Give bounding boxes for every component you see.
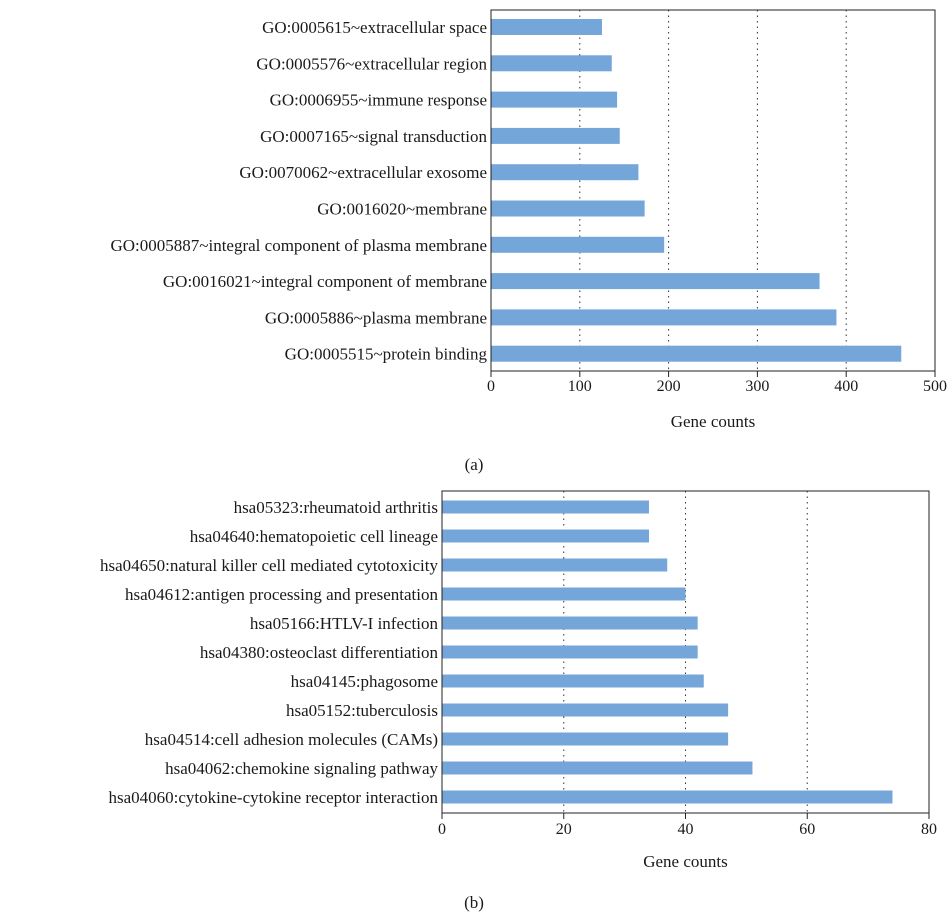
x-tick-label: 400 <box>834 378 858 395</box>
bar <box>491 19 602 35</box>
x-axis-title: Gene counts <box>643 852 728 871</box>
bar <box>491 200 645 217</box>
bar <box>491 164 639 181</box>
bar <box>442 616 698 630</box>
category-label: GO:0005887~integral component of plasma … <box>111 236 488 255</box>
bar <box>491 55 612 72</box>
category-label: hsa04145:phagosome <box>291 672 438 691</box>
chart-panel-a: GO:0005615~extracellular space GO:0005576… <box>111 9 947 474</box>
category-label: GO:0005576~extracellular region <box>256 54 487 73</box>
x-tick-label: 80 <box>921 821 937 838</box>
x-tick-label: 60 <box>799 821 815 838</box>
chart-panel-b: hsa05323:rheumatoid arthritis hsa04640:he… <box>100 490 937 912</box>
x-tick-label: 0 <box>438 821 446 838</box>
x-tick-label: 500 <box>923 378 947 395</box>
bar <box>491 309 837 326</box>
panel-label: (b) <box>464 893 484 912</box>
category-label: hsa05323:rheumatoid arthritis <box>234 498 438 517</box>
category-label: hsa04380:osteoclast differentiation <box>200 643 439 662</box>
plot-frame <box>490 9 936 372</box>
category-label: hsa05152:tuberculosis <box>286 701 438 720</box>
x-axis-title: Gene counts <box>671 412 756 431</box>
category-label: GO:0005886~plasma membrane <box>265 308 487 327</box>
x-tick-label: 200 <box>657 378 681 395</box>
x-tick-label: 300 <box>745 378 769 395</box>
x-tick-label: 40 <box>678 821 694 838</box>
category-label: hsa05166:HTLV-I infection <box>250 614 439 633</box>
bar <box>491 127 620 144</box>
bar <box>442 529 649 543</box>
category-label: hsa04612:antigen processing and presenta… <box>125 585 439 604</box>
category-label: hsa04062:chemokine signaling pathway <box>165 759 438 778</box>
category-label: hsa04640:hematopoietic cell lineage <box>190 527 438 546</box>
category-label: GO:0070062~extracellular exosome <box>239 163 487 182</box>
bar <box>442 732 729 746</box>
category-label: hsa04514:cell adhesion molecules (CAMs) <box>145 730 438 749</box>
bar <box>491 345 902 362</box>
x-tick-label: 100 <box>568 378 592 395</box>
bar <box>442 645 698 659</box>
bar <box>442 500 649 514</box>
category-label: GO:0007165~signal transduction <box>260 127 487 146</box>
category-label: hsa04060:cytokine-cytokine receptor inte… <box>109 788 439 807</box>
category-label: GO:0005615~extracellular space <box>262 18 487 37</box>
bar <box>442 761 753 775</box>
bar <box>442 703 729 717</box>
category-label: GO:0016020~membrane <box>317 200 487 219</box>
bar <box>442 587 686 601</box>
category-label: hsa04650:natural killer cell mediated cy… <box>100 556 439 575</box>
bar <box>442 674 704 688</box>
bar <box>491 236 665 253</box>
x-tick-label: 0 <box>487 378 495 395</box>
bar <box>442 790 893 804</box>
x-tick-label: 20 <box>556 821 572 838</box>
category-label: GO:0006955~immune response <box>270 91 487 110</box>
bar <box>491 91 618 108</box>
category-label: GO:0005515~protein binding <box>285 345 488 364</box>
panel-label: (a) <box>465 455 484 474</box>
bar <box>442 558 668 572</box>
bar <box>491 273 820 290</box>
category-label: GO:0016021~integral component of membran… <box>163 272 487 291</box>
